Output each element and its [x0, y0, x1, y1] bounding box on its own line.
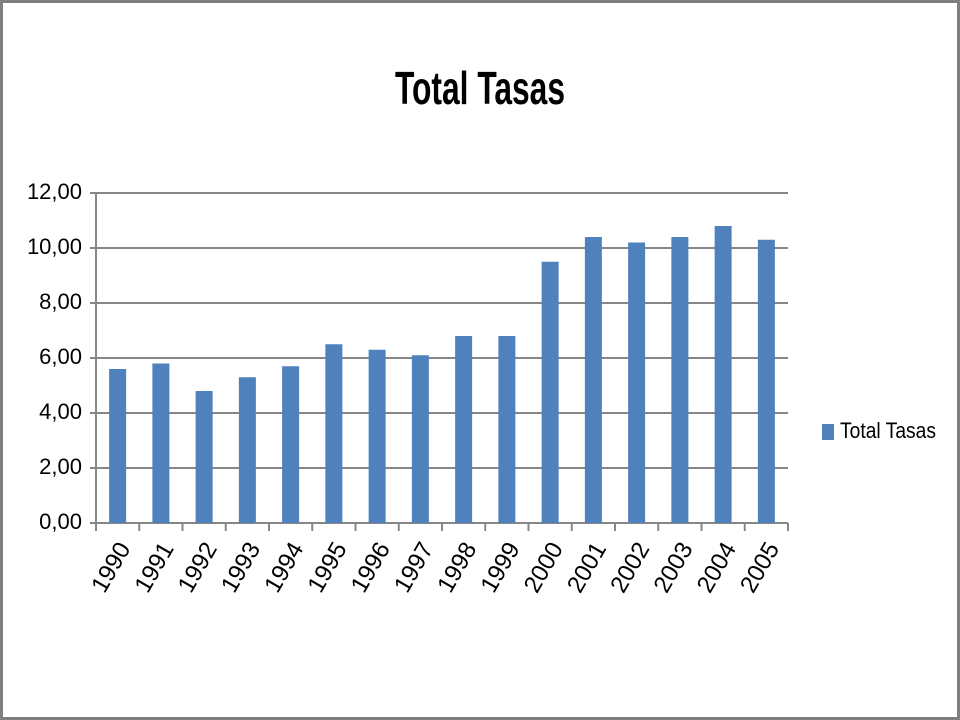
y-tick-label: 4,00	[39, 399, 82, 424]
y-tick-label: 2,00	[39, 454, 82, 479]
bar	[498, 336, 516, 523]
y-tick-label: 8,00	[39, 289, 82, 314]
y-tick-label: 12,00	[27, 179, 82, 204]
bar	[455, 336, 473, 523]
bar	[628, 242, 646, 523]
bar	[238, 377, 256, 523]
bar	[152, 363, 170, 523]
y-tick-label: 6,00	[39, 344, 82, 369]
bar	[411, 355, 429, 523]
bar	[584, 237, 602, 523]
bar	[714, 226, 732, 523]
bar	[757, 239, 775, 523]
legend-swatch	[822, 424, 834, 440]
y-tick-label: 0,00	[39, 509, 82, 534]
chart-title: Total Tasas	[395, 62, 565, 114]
bar	[195, 391, 213, 523]
y-tick-label: 10,00	[27, 234, 82, 259]
legend-label: Total Tasas	[840, 418, 936, 443]
bar	[368, 349, 386, 523]
bar	[109, 369, 127, 523]
bar	[671, 237, 689, 523]
bar	[282, 366, 300, 523]
bar	[541, 261, 559, 523]
bar	[325, 344, 343, 523]
